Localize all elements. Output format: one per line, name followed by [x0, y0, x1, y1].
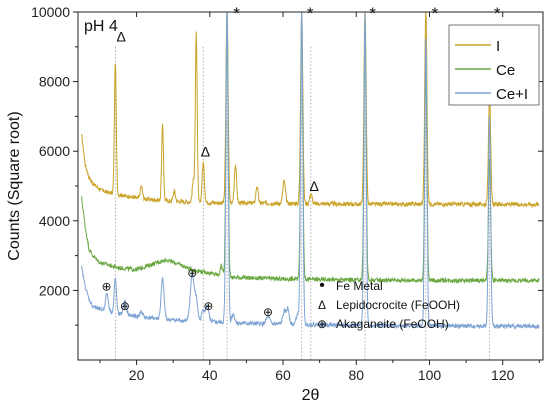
fe-metal-marker: *	[432, 4, 439, 23]
x-tick-label: 20	[129, 367, 145, 383]
marker-legend-label: Akaganeite (FeOOH)	[336, 317, 449, 331]
y-tick-label: 4000	[39, 213, 70, 229]
x-tick-label: 120	[491, 367, 515, 383]
y-axis: 2000 4000 6000 8000 10000	[31, 4, 543, 326]
y-tick-label: 10000	[31, 4, 70, 20]
marker-legend-label: Fe Metal	[336, 279, 383, 293]
marker-legend-symbol: ⊕	[317, 317, 327, 331]
akaganeite-marker: ⊕	[263, 305, 273, 319]
y-tick-label: 6000	[39, 143, 70, 159]
series-line-ce	[81, 18, 540, 285]
series-layer	[81, 12, 540, 330]
series-line-ce-i	[81, 12, 540, 330]
akaganeite-marker: ⊕	[120, 299, 130, 313]
series-legend: I Ce Ce+I	[448, 24, 540, 106]
fe-metal-marker: *	[233, 4, 240, 23]
x-tick-label: 100	[418, 367, 442, 383]
fe-metal-marker: *	[494, 4, 501, 23]
peak-annotations: Δ Δ Δ * * * * * ⊕ ⊕ ⊕ ⊕ ⊕	[102, 4, 501, 319]
x-tick-label: 80	[348, 367, 364, 383]
marker-legend-label: Lepidocrocite (FeOOH)	[336, 298, 460, 312]
panel-label: pH 4	[84, 18, 118, 35]
legend-entry: I	[496, 38, 500, 55]
akaganeite-marker: ⊕	[102, 279, 112, 293]
legend-entry: Ce+I	[496, 86, 528, 103]
y-axis-title: Counts (Square root)	[6, 111, 23, 260]
y-tick-label: 8000	[39, 74, 70, 90]
marker-legend-symbol: Δ	[318, 298, 326, 312]
legend-entry: Ce	[496, 62, 515, 79]
y-tick-label: 2000	[39, 282, 70, 298]
fe-metal-marker: *	[369, 4, 376, 23]
series-line-i	[81, 12, 540, 209]
marker-legend: • Fe Metal Δ Lepidocrocite (FeOOH) ⊕ Akaganei…	[317, 277, 460, 331]
lepidocrocite-marker: Δ	[117, 29, 126, 45]
legend-box	[448, 24, 540, 106]
marker-legend-symbol: •	[319, 277, 325, 294]
x-tick-label: 60	[275, 367, 291, 383]
lepidocrocite-marker: Δ	[201, 143, 210, 159]
x-tick-label: 40	[202, 367, 218, 383]
lepidocrocite-marker: Δ	[309, 178, 318, 194]
akaganeite-marker: ⊕	[187, 266, 197, 280]
x-axis: 20 40 60 80 100 120	[99, 12, 540, 383]
akaganeite-marker: ⊕	[203, 299, 213, 313]
x-axis-title: 2θ	[302, 387, 320, 404]
fe-metal-marker: *	[307, 4, 314, 23]
